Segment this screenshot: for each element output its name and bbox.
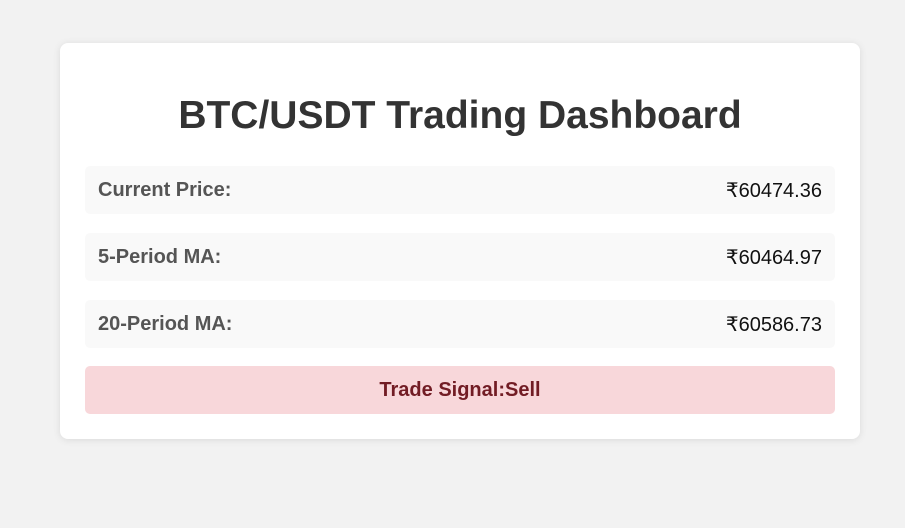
dashboard-card: BTC/USDT Trading Dashboard Current Price… [60, 43, 860, 439]
page-title: BTC/USDT Trading Dashboard [178, 94, 742, 137]
trade-signal-banner: Trade Signal: Sell [85, 366, 835, 414]
trade-signal-value: Sell [505, 378, 541, 401]
ma20-row: 20-Period MA: ₹60586.73 [85, 300, 835, 348]
ma5-label: 5-Period MA: [98, 245, 222, 268]
ma5-row: 5-Period MA: ₹60464.97 [85, 233, 835, 281]
ma20-label: 20-Period MA: [98, 312, 233, 335]
ma20-value: ₹60586.73 [725, 313, 822, 336]
current-price-row: Current Price: ₹60474.36 [85, 166, 835, 214]
trade-signal-label: Trade Signal: [379, 378, 505, 401]
ma5-value: ₹60464.97 [725, 246, 822, 269]
current-price-label: Current Price: [98, 178, 232, 201]
current-price-value: ₹60474.36 [725, 179, 822, 202]
